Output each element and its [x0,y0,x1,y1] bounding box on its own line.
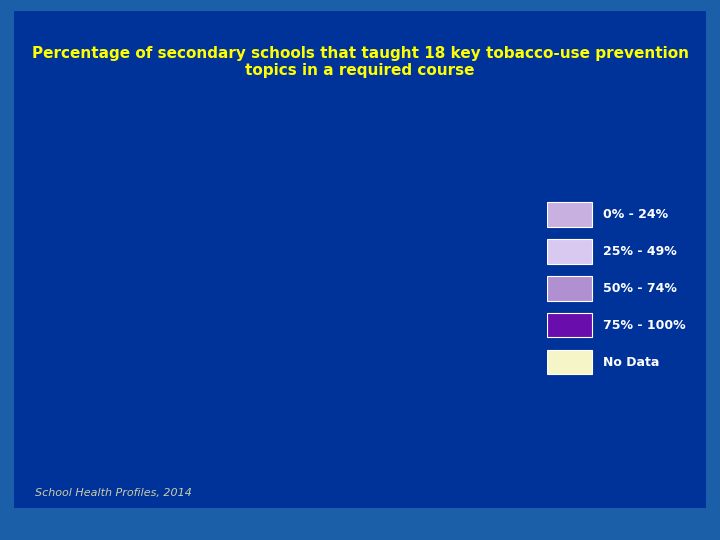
FancyBboxPatch shape [7,6,713,512]
Text: Percentage of secondary schools that taught 18 key tobacco-use prevention
topics: Percentage of secondary schools that tau… [32,45,688,78]
Text: No Data: No Data [603,356,659,369]
FancyBboxPatch shape [547,350,592,374]
Text: 75% - 100%: 75% - 100% [603,319,685,332]
Text: 0% - 24%: 0% - 24% [603,208,667,221]
FancyBboxPatch shape [547,276,592,301]
Text: School Health Profiles, 2014: School Health Profiles, 2014 [35,488,192,498]
FancyBboxPatch shape [547,202,592,227]
FancyBboxPatch shape [547,313,592,338]
Text: 50% - 74%: 50% - 74% [603,282,677,295]
Text: 25% - 49%: 25% - 49% [603,245,676,258]
FancyBboxPatch shape [547,239,592,264]
